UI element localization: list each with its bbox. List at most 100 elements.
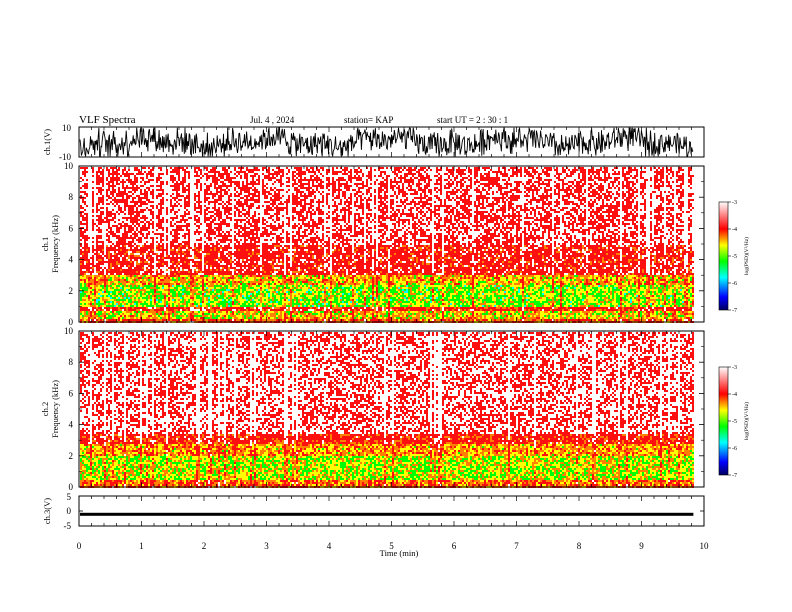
spectrogram-cell bbox=[122, 315, 124, 317]
spectrogram-cell bbox=[144, 193, 146, 195]
spectrogram-cell bbox=[186, 203, 188, 205]
spectrogram-cell bbox=[86, 313, 88, 315]
spectrogram-cell bbox=[222, 309, 224, 311]
spectrogram-cell bbox=[124, 307, 126, 309]
spectrogram-cell bbox=[184, 303, 186, 305]
spectrogram-cell bbox=[246, 203, 248, 205]
spectrogram-cell bbox=[172, 277, 174, 279]
spectrogram-cell bbox=[204, 265, 206, 267]
spectrogram-cell bbox=[200, 289, 202, 291]
spectrogram-cell bbox=[106, 307, 108, 309]
spectrogram-cell bbox=[228, 293, 230, 295]
spectrogram-cell bbox=[88, 291, 90, 293]
spectrogram-cell bbox=[114, 233, 116, 235]
spectrogram-cell bbox=[258, 291, 260, 293]
spectrogram-cell bbox=[202, 305, 204, 307]
spectrogram-cell bbox=[92, 203, 94, 205]
spectrogram-cell bbox=[222, 269, 224, 271]
spectrogram-cell bbox=[108, 313, 110, 315]
spectrogram-cell bbox=[174, 291, 176, 293]
spectrogram-cell bbox=[250, 253, 252, 255]
spectrogram-cell bbox=[172, 307, 174, 309]
spectrogram-cell bbox=[222, 205, 224, 207]
spectrogram-cell bbox=[120, 289, 122, 291]
spectrogram-cell bbox=[208, 279, 210, 281]
spectrogram-cell bbox=[160, 199, 162, 201]
spectrogram-cell bbox=[156, 185, 158, 187]
spectrogram-cell bbox=[96, 209, 98, 211]
spectrogram-cell bbox=[198, 285, 200, 287]
spectrogram-cell bbox=[90, 281, 92, 283]
spectrogram-cell bbox=[244, 201, 246, 203]
spectrogram-cell bbox=[180, 249, 182, 251]
spectrogram-cell bbox=[160, 249, 162, 251]
spectrogram-cell bbox=[206, 237, 208, 239]
spectrogram-cell bbox=[156, 197, 158, 199]
spectrogram-cell bbox=[198, 279, 200, 281]
spectrogram-cell bbox=[114, 261, 116, 263]
spectrogram-cell bbox=[150, 267, 152, 269]
spectrogram-cell bbox=[112, 193, 114, 195]
spectrogram-cell bbox=[144, 247, 146, 249]
spectrogram-cell bbox=[118, 287, 120, 289]
spectrogram-cell bbox=[200, 249, 202, 251]
spectrogram-cell bbox=[206, 187, 208, 189]
spectrogram-cell bbox=[104, 283, 106, 285]
spectrogram-cell bbox=[252, 243, 254, 245]
spectrogram-cell bbox=[112, 291, 114, 293]
spectrogram-cell bbox=[110, 213, 112, 215]
spectrogram-cell bbox=[246, 197, 248, 199]
spectrogram-cell bbox=[244, 199, 246, 201]
spectrogram-cell bbox=[206, 279, 208, 281]
spectrogram-cell bbox=[198, 225, 200, 227]
spectrogram-cell bbox=[114, 167, 116, 169]
spectrogram-cell bbox=[176, 231, 178, 233]
spectrogram-cell bbox=[96, 293, 98, 295]
spectrogram-cell bbox=[214, 199, 216, 201]
spectrogram-cell bbox=[116, 253, 118, 255]
spectrogram-cell bbox=[108, 261, 110, 263]
spectrogram-cell bbox=[172, 309, 174, 311]
spectrogram-cell bbox=[146, 283, 148, 285]
spectrogram-cell bbox=[242, 205, 244, 207]
spectrogram-cell bbox=[88, 283, 90, 285]
spectrogram-cell bbox=[100, 245, 102, 247]
spectrogram-cell bbox=[126, 195, 128, 197]
spectrogram-cell bbox=[210, 193, 212, 195]
spectrogram-cell bbox=[124, 281, 126, 283]
spectrogram-cell bbox=[128, 317, 130, 319]
spectrogram-cell bbox=[188, 245, 190, 247]
spectrogram-cell bbox=[208, 257, 210, 259]
spectrogram-cell bbox=[92, 285, 94, 287]
spectrogram-cell bbox=[122, 247, 124, 249]
spectrogram-cell bbox=[182, 167, 184, 169]
spectrogram-cell bbox=[126, 269, 128, 271]
spectrogram-cell bbox=[196, 195, 198, 197]
spectrogram-cell bbox=[202, 291, 204, 293]
spectrogram-cell bbox=[234, 251, 236, 253]
spectrogram-cell bbox=[258, 205, 260, 207]
spectrogram-cell bbox=[94, 249, 96, 251]
spectrogram-cell bbox=[116, 299, 118, 301]
spectrogram-cell bbox=[126, 205, 128, 207]
spectrogram-cell bbox=[96, 287, 98, 289]
spectrogram-cell bbox=[102, 309, 104, 311]
spectrogram-cell bbox=[234, 225, 236, 227]
spectrogram-cell bbox=[86, 305, 88, 307]
spectrogram-cell bbox=[254, 219, 256, 221]
spectrogram-cell bbox=[228, 271, 230, 273]
spectrogram-cell bbox=[200, 311, 202, 313]
spectrogram-cell bbox=[222, 239, 224, 241]
spectrogram-cell bbox=[152, 261, 154, 263]
spectrogram-cell bbox=[230, 251, 232, 253]
spectrogram-cell bbox=[254, 287, 256, 289]
spectrogram-cell bbox=[186, 297, 188, 299]
spectrogram-cell bbox=[124, 295, 126, 297]
spectrogram-cell bbox=[188, 223, 190, 225]
spectrogram-cell bbox=[200, 209, 202, 211]
spectrogram-cell bbox=[86, 307, 88, 309]
spectrogram-cell bbox=[182, 319, 184, 321]
spectrogram-cell bbox=[162, 315, 164, 317]
spectrogram-cell bbox=[258, 317, 260, 319]
spectrogram-cell bbox=[224, 289, 226, 291]
